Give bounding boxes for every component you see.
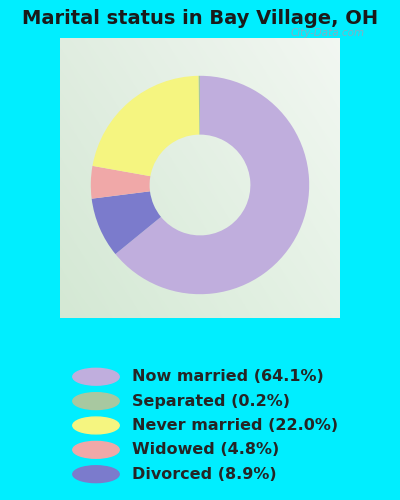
Wedge shape [92, 192, 161, 254]
Wedge shape [92, 76, 199, 176]
Circle shape [73, 392, 119, 409]
Wedge shape [199, 76, 200, 134]
Wedge shape [91, 166, 150, 198]
Circle shape [73, 368, 119, 385]
Circle shape [73, 417, 119, 434]
Wedge shape [116, 76, 309, 294]
Text: Divorced (8.9%): Divorced (8.9%) [132, 466, 277, 481]
Circle shape [73, 442, 119, 458]
Text: Widowed (4.8%): Widowed (4.8%) [132, 442, 279, 458]
Text: Separated (0.2%): Separated (0.2%) [132, 394, 290, 408]
Text: Marital status in Bay Village, OH: Marital status in Bay Village, OH [22, 9, 378, 28]
Text: Now married (64.1%): Now married (64.1%) [132, 369, 324, 384]
Circle shape [73, 466, 119, 482]
Text: City-Data.com: City-Data.com [290, 28, 364, 38]
Text: Never married (22.0%): Never married (22.0%) [132, 418, 338, 433]
